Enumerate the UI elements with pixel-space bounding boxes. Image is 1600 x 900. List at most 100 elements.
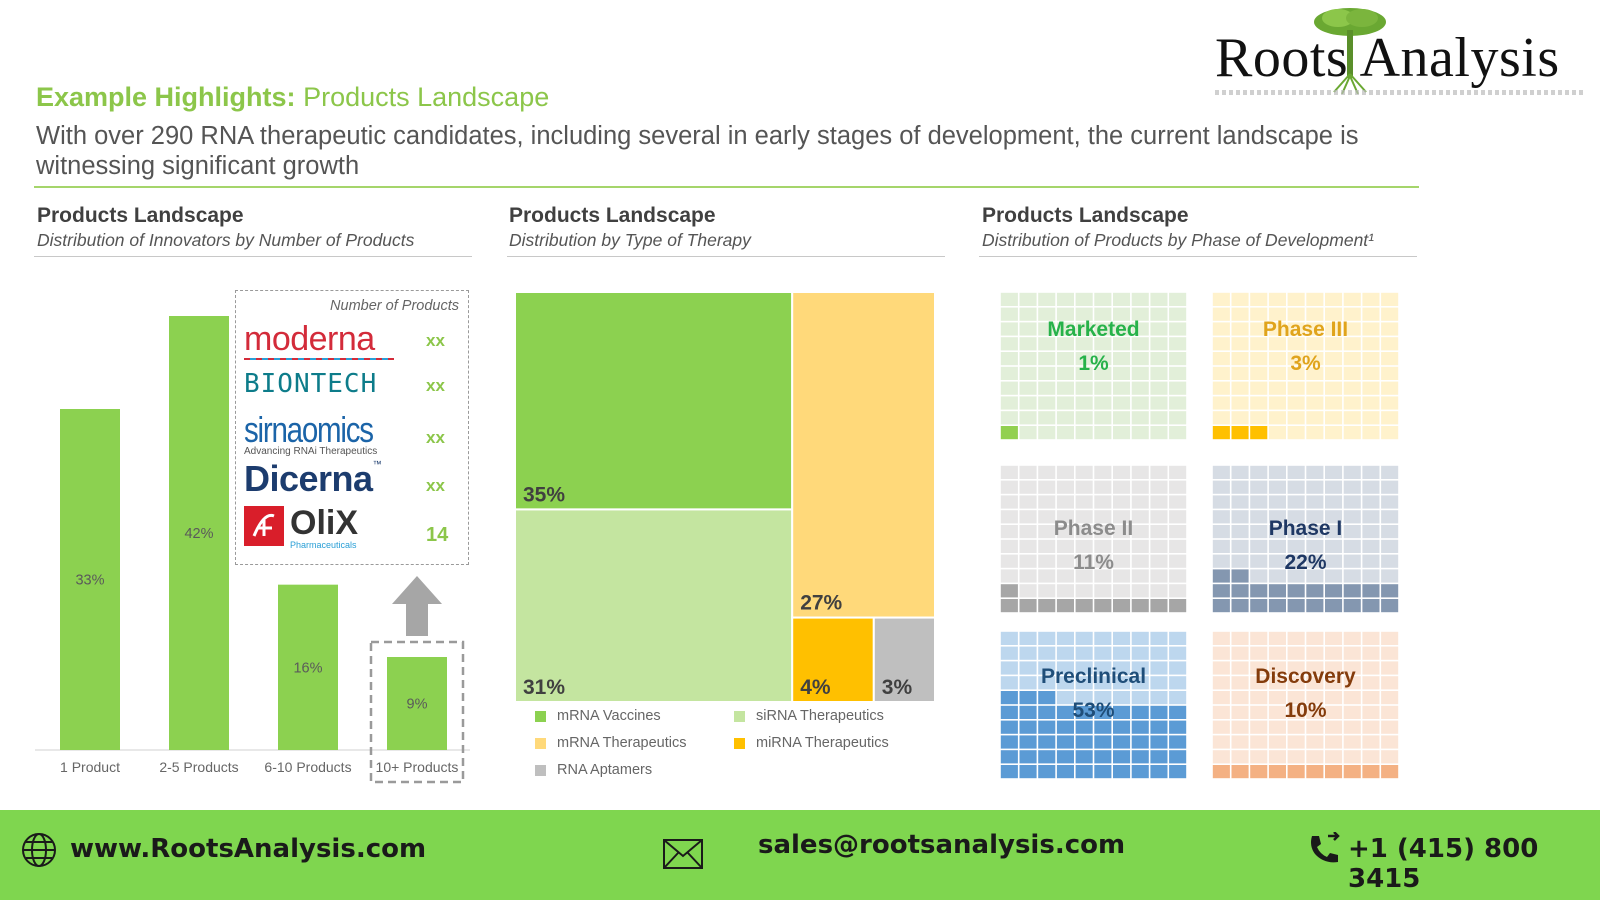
waffle-cell bbox=[1150, 584, 1168, 598]
waffle-cell bbox=[1325, 366, 1343, 380]
waffle-cell bbox=[1075, 525, 1093, 539]
waffle-cell bbox=[1038, 554, 1056, 568]
waffle-cell bbox=[1094, 720, 1112, 734]
waffle-cell bbox=[1287, 599, 1305, 613]
waffle-cell bbox=[1038, 750, 1056, 764]
waffle-cell bbox=[1169, 381, 1187, 395]
waffle-cell bbox=[1131, 631, 1149, 645]
waffle-grid bbox=[1000, 465, 1187, 613]
logo-tagline bbox=[1215, 90, 1585, 95]
waffle-cell bbox=[1268, 765, 1286, 779]
waffle-cell bbox=[1094, 480, 1112, 494]
waffle-cell bbox=[1325, 480, 1343, 494]
waffle-cell bbox=[1094, 646, 1112, 660]
waffle-cell bbox=[1212, 539, 1230, 553]
waffle-cell bbox=[1038, 337, 1056, 351]
waffle-cell bbox=[1268, 646, 1286, 660]
waffle-cell bbox=[1075, 735, 1093, 749]
waffle-cell bbox=[1287, 661, 1305, 675]
panel-2-divider bbox=[507, 256, 945, 257]
waffle-cell bbox=[1131, 396, 1149, 410]
waffle-phase-i: Phase I 22% bbox=[1212, 465, 1399, 613]
waffle-cell bbox=[1169, 539, 1187, 553]
waffle-cell bbox=[1231, 292, 1249, 306]
waffle-cell bbox=[1212, 525, 1230, 539]
waffle-label: Phase II bbox=[1053, 517, 1134, 540]
waffle-cell bbox=[1019, 411, 1037, 425]
waffle-cell bbox=[1131, 676, 1149, 690]
waffle-cell bbox=[1343, 705, 1361, 719]
panel-2-title: Products Landscape bbox=[509, 204, 716, 227]
waffle-cell bbox=[1056, 631, 1074, 645]
waffle-cell bbox=[1150, 765, 1168, 779]
waffle-cell bbox=[1306, 337, 1324, 351]
waffle-cell bbox=[1131, 292, 1149, 306]
waffle-cell bbox=[1212, 322, 1230, 336]
email-link[interactable]: sales@rootsanalysis.com bbox=[758, 830, 1126, 860]
logo-text: Roots Analysis bbox=[1215, 27, 1560, 89]
sirnaomics-wordmark: sirnaomics bbox=[244, 409, 374, 450]
sirnaomics-tagline: Advancing RNAi Therapeutics bbox=[244, 446, 378, 457]
waffle-cell bbox=[1131, 735, 1149, 749]
waffle-cell bbox=[1268, 539, 1286, 553]
waffle-cell bbox=[1381, 631, 1399, 645]
waffle-cell bbox=[1131, 750, 1149, 764]
waffle-cell bbox=[1306, 554, 1324, 568]
waffle-cell bbox=[1094, 569, 1112, 583]
waffle-cell bbox=[1056, 465, 1074, 479]
waffle-cell bbox=[1131, 569, 1149, 583]
waffle-cell bbox=[1056, 495, 1074, 509]
waffle-cell bbox=[1056, 765, 1074, 779]
waffle-cell bbox=[1268, 705, 1286, 719]
waffle-cell bbox=[1306, 366, 1324, 380]
waffle-cell bbox=[1056, 569, 1074, 583]
waffle-cell bbox=[1113, 691, 1131, 705]
waffle-cell bbox=[1169, 352, 1187, 366]
waffle-cell bbox=[1325, 411, 1343, 425]
waffle-cell bbox=[1113, 322, 1131, 336]
innovators-box: Number of Products moderna xx BIONTECH x… bbox=[235, 290, 469, 565]
waffle-cell bbox=[1362, 720, 1380, 734]
waffle-cell bbox=[1075, 661, 1093, 675]
waffle-cell bbox=[1250, 691, 1268, 705]
waffle-cell bbox=[1038, 646, 1056, 660]
waffle-cell bbox=[1169, 646, 1187, 660]
sirnaomics-count: xx bbox=[426, 428, 445, 447]
waffle-cell bbox=[1343, 337, 1361, 351]
waffle-cell bbox=[1131, 510, 1149, 524]
waffle-cell bbox=[1094, 631, 1112, 645]
waffle-cell bbox=[1131, 525, 1149, 539]
x-tick-label: 6-10 Products bbox=[264, 759, 351, 775]
waffle-cell bbox=[1019, 765, 1037, 779]
waffle-cell bbox=[1131, 720, 1149, 734]
waffle-cell bbox=[1000, 465, 1018, 479]
waffle-cell bbox=[1113, 554, 1131, 568]
waffle-cell bbox=[1231, 322, 1249, 336]
waffle-cell bbox=[1075, 396, 1093, 410]
waffle-cell bbox=[1362, 735, 1380, 749]
waffle-cell bbox=[1150, 322, 1168, 336]
waffle-cell bbox=[1231, 584, 1249, 598]
waffle-cell bbox=[1250, 322, 1268, 336]
waffle-cell bbox=[1075, 584, 1093, 598]
waffle-cell bbox=[1000, 396, 1018, 410]
website-link[interactable]: www.RootsAnalysis.com bbox=[70, 834, 427, 864]
waffle-cell bbox=[1381, 584, 1399, 598]
waffle-cell bbox=[1250, 411, 1268, 425]
waffle-cell bbox=[1000, 539, 1018, 553]
phone-number[interactable]: +1 (415) 800 3415 bbox=[1348, 834, 1539, 894]
biontech-count: xx bbox=[426, 376, 445, 395]
treemap-cell bbox=[791, 616, 875, 702]
waffle-cell bbox=[1056, 705, 1074, 719]
panel-3-divider bbox=[979, 256, 1417, 257]
waffle-cell bbox=[1250, 495, 1268, 509]
waffle-cell bbox=[1000, 480, 1018, 494]
legend-swatch bbox=[535, 710, 546, 722]
waffle-cell bbox=[1019, 465, 1037, 479]
waffle-cell bbox=[1212, 661, 1230, 675]
up-arrow-icon bbox=[392, 576, 442, 636]
waffle-cell bbox=[1325, 661, 1343, 675]
waffle-cell bbox=[1169, 322, 1187, 336]
waffle-cell bbox=[1381, 735, 1399, 749]
waffle-grid bbox=[1212, 292, 1399, 440]
